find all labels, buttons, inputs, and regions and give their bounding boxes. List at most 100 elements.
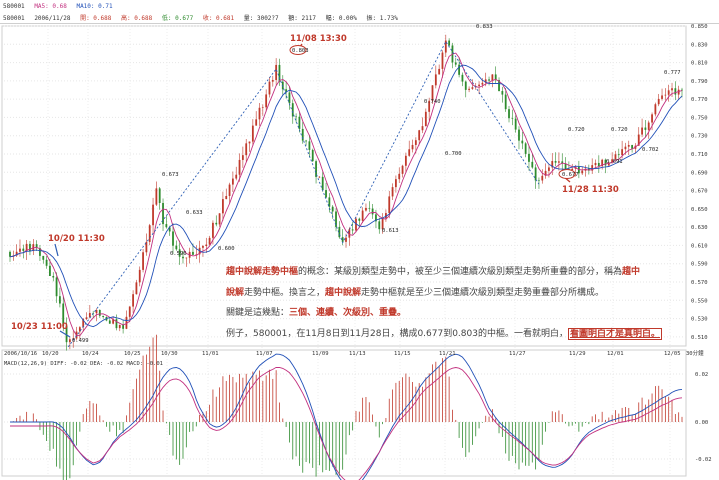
candle-body [231, 178, 234, 185]
candle-body [444, 40, 447, 53]
annotation-11-08: 11/08 13:30 [290, 34, 347, 44]
candle-body [398, 173, 401, 180]
candle-body [418, 130, 421, 141]
candle-body [22, 248, 25, 251]
term-2c: 趨中說解 [325, 287, 362, 298]
date-label-start: 2006/10/16 [4, 351, 37, 357]
price-tick-label: 0.710 [691, 152, 708, 158]
candle-body [42, 255, 45, 260]
price-tick-label: 0.790 [691, 79, 708, 85]
quote-header: 580001 MA5: 0.68 MA10: 0.71 580001 2006/… [0, 0, 719, 24]
candle-body [478, 84, 480, 87]
text-4a: 例子，580001，在11月8日到11月28日，構成0.677到0.803的中樞… [226, 328, 568, 339]
candle-body [434, 74, 437, 86]
date-tick-label: 11/09 [312, 351, 329, 357]
annotation-arrow-2 [54, 243, 59, 257]
candle-body [148, 225, 151, 242]
price-tick-label: 0.830 [691, 42, 708, 48]
header-ticker: 580001 [3, 3, 25, 10]
candle-body [165, 224, 168, 228]
candle-body [182, 256, 184, 259]
date-tick-label: 10/25 [124, 351, 141, 357]
price-tick-label: 0.810 [691, 61, 708, 67]
date-tick-label: 11/15 [394, 351, 411, 357]
candle-body [19, 248, 21, 252]
candle-body [558, 161, 560, 163]
term-3b: 三個、連續、次級別、重疊。 [289, 308, 407, 318]
candle-body [202, 246, 204, 248]
text-2d: 走勢中樞就是至少三個連續次級別類型走勢重疊部分所構成。 [361, 287, 605, 298]
annotation-10-23: 10/23 11:00 [11, 322, 68, 332]
point-0-499: 0.499 [72, 338, 89, 344]
candle-body [295, 116, 297, 118]
price-tick-label: 0.510 [691, 335, 708, 341]
macd-tick-label: 0.02 [695, 372, 708, 378]
candle-body [308, 141, 311, 150]
candle-body [581, 170, 584, 174]
candle-body [52, 275, 55, 278]
candle-body [671, 88, 673, 91]
candle-body [621, 149, 624, 156]
price-tick-label: 0.610 [691, 243, 708, 249]
candle-body [431, 85, 434, 101]
header-ma10: MA10: 0.71 [76, 3, 113, 10]
commentary-line-1: 趨中說解走勢中樞的概念：某級別類型走勢中，被至少三個連續次級別類型走勢所重疊的部… [226, 262, 688, 283]
point-0-700: 0.700 [445, 151, 462, 157]
candle-body [152, 204, 154, 226]
candle-body [168, 227, 171, 232]
date-tick-label: 10/20 [42, 351, 59, 357]
dea-line [10, 366, 683, 480]
candle-body [571, 168, 574, 170]
candle-body [351, 229, 354, 231]
circle-0-677 [558, 169, 576, 179]
candle-body [145, 241, 148, 253]
candle-body [122, 324, 125, 329]
header-row-2: 580001 2006/11/28 開: 0.688 高: 0.688 低: 0… [3, 13, 404, 22]
candle-body [225, 195, 228, 200]
date-tick-label: 11/13 [349, 351, 366, 357]
header-date: 2006/11/28 [34, 15, 71, 22]
candle-body [361, 210, 364, 221]
candle-body [617, 154, 620, 156]
candle-body [15, 251, 18, 256]
point-0-833: 0.833 [476, 24, 493, 30]
point-0-720: 0.720 [568, 127, 585, 133]
candle-body [162, 202, 164, 225]
candle-body [438, 68, 441, 75]
candle-body [411, 144, 414, 150]
candle-body [391, 187, 394, 197]
candle-body [65, 325, 68, 343]
candle-body [454, 62, 457, 65]
price-tick-label: 0.690 [691, 170, 708, 176]
candle-body [245, 143, 248, 156]
point-0-673: 0.673 [162, 172, 179, 178]
point-0-803: 0.803 [292, 48, 309, 54]
price-tick-label: 0.770 [691, 97, 708, 103]
candle-body [341, 237, 344, 242]
macd-label: MACD(12,26,9) DIFF: -0.02 DEA: -0.02 MAC… [4, 361, 163, 367]
candle-body [85, 317, 88, 320]
candle-body [29, 243, 31, 252]
candle-group [9, 34, 683, 351]
candle-body [142, 252, 144, 270]
header-open: 開: 0.688 [80, 15, 112, 22]
candle-body [125, 316, 128, 329]
candle-body [222, 199, 224, 214]
candle-body [637, 134, 640, 146]
candle-body [155, 188, 158, 205]
date-tick-label: 11/07 [256, 351, 273, 357]
header-close: 收: 0.681 [202, 15, 235, 22]
text-1b: 的概念：某級別類型走勢中，被至少三個連續次級別類型走勢所重疊的部分，稱為 [298, 267, 623, 277]
candle-body [338, 226, 341, 238]
kline-chart[interactable]: 0.850 0.830 0.810 0.790 0.770 0.750 0.730 0.710… [0, 24, 719, 480]
candle-body [235, 174, 238, 179]
candle-body [112, 319, 115, 324]
candle-body [118, 324, 121, 329]
annotation-11-28: 11/28 11:30 [562, 185, 619, 195]
header-code: 580001 [3, 15, 25, 22]
candle-body [538, 180, 540, 182]
date-tick-label: 11/01 [202, 351, 219, 357]
candle-body [518, 129, 520, 141]
candle-body [172, 231, 174, 246]
candle-body [72, 338, 75, 340]
